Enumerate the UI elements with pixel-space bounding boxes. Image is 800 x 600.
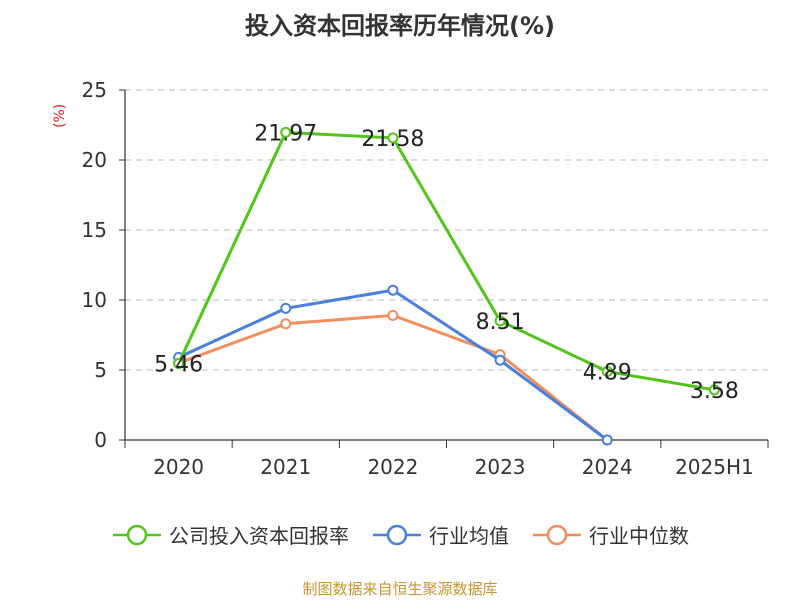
legend-swatch-company-roic xyxy=(113,524,161,545)
data-label-company-roic: 21.97 xyxy=(254,121,317,146)
x-tick-label: 2020 xyxy=(153,455,204,479)
y-tick-label: 20 xyxy=(82,148,107,172)
data-point-industry-mean xyxy=(280,302,292,314)
x-tick-label: 2023 xyxy=(475,455,526,479)
y-tick-label: 5 xyxy=(94,358,107,382)
data-point-company-roic xyxy=(708,384,720,396)
legend: 公司投入资本回报率 行业均值 行业中位数 xyxy=(0,520,800,549)
legend-item-industry-mean[interactable]: 行业均值 xyxy=(371,520,509,549)
y-tick-label: 25 xyxy=(82,78,107,102)
series-line-company-roic xyxy=(177,130,715,392)
data-point-industry-mean xyxy=(494,354,506,366)
data-point-company-roic xyxy=(280,126,292,138)
data-point-industry-median xyxy=(387,309,399,321)
y-tick-label: 15 xyxy=(82,218,107,242)
series-line-industry-median xyxy=(178,313,609,442)
data-point-industry-mean xyxy=(601,434,613,446)
data-source-note: 制图数据来自恒生聚源数据库 xyxy=(302,580,498,598)
data-point-company-roic xyxy=(173,358,185,370)
data-label-company-roic: 4.89 xyxy=(583,361,632,386)
data-point-industry-mean xyxy=(387,284,399,296)
legend-item-company-roic[interactable]: 公司投入资本回报率 xyxy=(111,520,349,549)
data-label-company-roic: 21.58 xyxy=(361,127,424,152)
legend-swatch-industry-mean xyxy=(373,524,421,545)
legend-label-industry-mean: 行业均值 xyxy=(429,524,509,548)
data-point-company-roic xyxy=(387,132,399,144)
x-tick-label: 2021 xyxy=(260,455,311,479)
legend-swatch-industry-median xyxy=(533,524,581,545)
x-tick-label: 2022 xyxy=(367,455,418,479)
legend-item-industry-median[interactable]: 行业中位数 xyxy=(531,520,689,549)
data-point-industry-median xyxy=(280,318,292,330)
data-label-company-roic: 8.51 xyxy=(476,310,525,335)
chart-title: 投入资本回报率历年情况(%) xyxy=(245,12,555,40)
y-tick-label: 0 xyxy=(94,428,107,452)
legend-label-industry-median: 行业中位数 xyxy=(589,524,689,548)
data-label-company-roic: 3.58 xyxy=(690,379,739,404)
x-tick-label: 2025H1 xyxy=(675,455,754,479)
x-tick-label: 2024 xyxy=(582,455,633,479)
data-point-company-roic xyxy=(601,366,613,378)
data-point-company-roic xyxy=(494,315,506,327)
y-tick-label: 10 xyxy=(82,288,107,312)
data-label-company-roic: 5.46 xyxy=(154,353,203,378)
legend-label-company-roic: 公司投入资本回报率 xyxy=(169,524,349,548)
